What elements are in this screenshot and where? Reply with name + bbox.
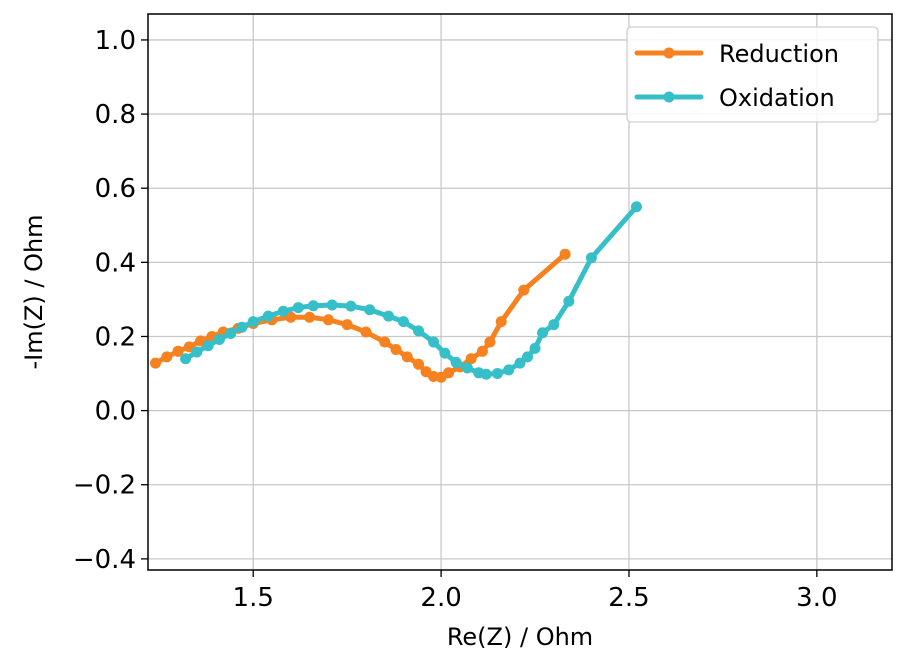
legend: Reduction Oxidation <box>626 26 879 123</box>
data-point-reduction <box>341 319 353 331</box>
data-point-oxidation <box>382 310 394 322</box>
data-point-oxidation <box>413 325 425 337</box>
data-point-reduction <box>495 316 507 328</box>
data-point-oxidation <box>514 357 526 369</box>
data-point-reduction <box>413 358 425 370</box>
data-point-oxidation <box>529 342 541 354</box>
data-point-oxidation <box>491 368 503 380</box>
data-point-reduction <box>390 343 402 355</box>
y-tick-label: 0.8 <box>95 100 136 130</box>
data-point-reduction <box>161 351 173 363</box>
data-point-reduction <box>443 367 455 379</box>
data-point-oxidation <box>307 300 319 312</box>
series-layer <box>150 201 642 383</box>
data-point-oxidation <box>236 321 248 333</box>
y-tick-label: −0.2 <box>73 471 136 501</box>
data-point-reduction <box>360 326 372 338</box>
y-tick-label: 0.0 <box>95 397 136 427</box>
data-point-oxidation <box>345 300 357 312</box>
data-point-oxidation <box>247 316 259 328</box>
x-tick-label: 3.0 <box>796 583 837 613</box>
data-point-oxidation <box>522 351 534 363</box>
plot-frame <box>147 13 893 571</box>
data-point-reduction <box>518 284 530 296</box>
data-point-reduction <box>484 336 496 348</box>
data-point-oxidation <box>277 305 289 317</box>
data-point-reduction <box>322 314 334 326</box>
data-point-reduction <box>401 351 413 363</box>
data-point-oxidation <box>202 340 214 352</box>
data-point-oxidation <box>398 316 410 328</box>
legend-label-oxidation: Oxidation <box>719 84 835 112</box>
data-point-oxidation <box>191 346 203 358</box>
data-point-oxidation <box>213 333 225 345</box>
data-point-reduction <box>150 357 162 369</box>
data-point-reduction <box>304 311 316 323</box>
data-point-reduction <box>285 311 297 323</box>
data-point-oxidation <box>428 336 440 348</box>
data-point-oxidation <box>503 364 515 376</box>
data-point-reduction <box>559 248 571 260</box>
data-point-reduction <box>172 345 184 357</box>
x-tick-label: 2.5 <box>608 583 649 613</box>
data-point-oxidation <box>537 327 549 339</box>
y-tick-label: 1.0 <box>95 26 136 56</box>
x-tick-label: 1.5 <box>233 583 274 613</box>
data-point-oxidation <box>180 353 192 365</box>
data-point-reduction <box>379 336 391 348</box>
y-tick-label: −0.4 <box>73 545 136 575</box>
data-point-oxidation <box>450 356 462 368</box>
data-point-oxidation <box>548 319 560 331</box>
x-tick-label: 2.0 <box>420 583 461 613</box>
data-point-oxidation <box>439 347 451 359</box>
y-tick-label: 0.4 <box>95 248 136 278</box>
data-point-oxidation <box>364 304 376 316</box>
y-tick-label: 0.2 <box>95 322 136 352</box>
data-point-oxidation <box>262 310 274 322</box>
data-point-oxidation <box>630 201 642 213</box>
data-point-oxidation <box>480 368 492 380</box>
legend-marker-reduction <box>663 47 675 59</box>
data-point-oxidation <box>292 302 304 314</box>
y-axis-label: -Im(Z) / Ohm <box>20 214 48 369</box>
data-point-reduction <box>476 345 488 357</box>
data-point-oxidation <box>585 252 597 264</box>
data-point-oxidation <box>225 328 237 340</box>
data-point-reduction <box>465 353 477 365</box>
data-point-oxidation <box>461 362 473 374</box>
ticks: 1.5 2.0 2.5 3.0 −0.4 −0.2 0.0 0.2 0.4 0.6 0.8 1.0 <box>73 26 838 613</box>
data-point-oxidation <box>563 295 575 307</box>
legend-label-reduction: Reduction <box>719 40 839 68</box>
series-line-reduction <box>153 251 568 380</box>
x-axis-label: Re(Z) / Ohm <box>447 623 593 651</box>
data-point-oxidation <box>326 299 338 311</box>
y-tick-label: 0.6 <box>95 174 136 204</box>
legend-marker-oxidation <box>663 91 675 103</box>
